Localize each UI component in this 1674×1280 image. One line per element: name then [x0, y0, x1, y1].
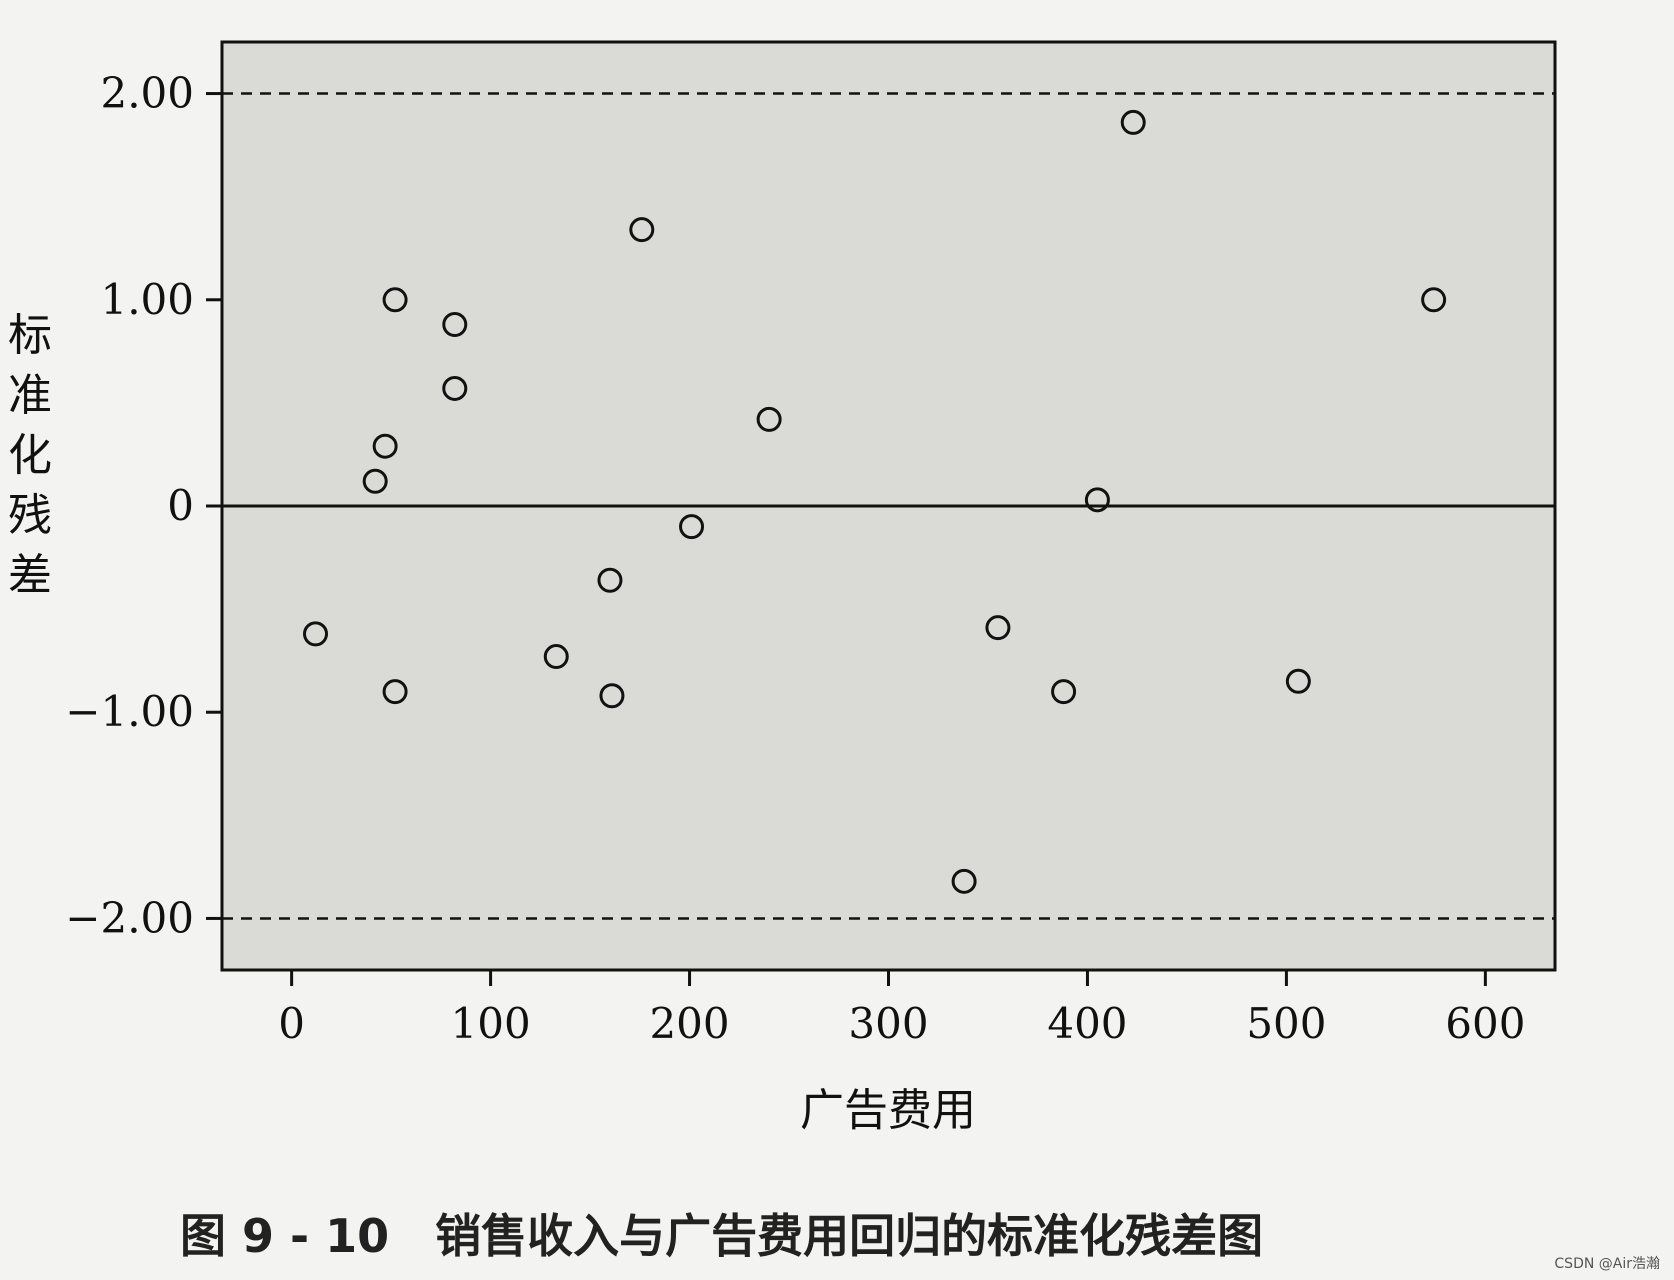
y-tick-label: −1.00 [65, 687, 194, 736]
data-point-19 [1421, 287, 1447, 313]
watermark-text: CSDN @Air浩瀚 [1554, 1256, 1660, 1272]
y-axis-title: 标准化残差 [8, 310, 52, 601]
data-point-4 [382, 679, 408, 705]
x-axis-title: 广告费用 [800, 1085, 976, 1136]
y-tick-label: 1.00 [100, 275, 194, 324]
data-points [303, 109, 1447, 894]
data-point-1 [362, 468, 388, 494]
data-point-17 [1120, 109, 1146, 135]
data-point-18 [1285, 668, 1311, 694]
y-tick-label: 0 [167, 481, 194, 530]
data-point-14 [985, 615, 1011, 641]
x-tick-label: 500 [1246, 999, 1326, 1048]
data-point-16 [1084, 487, 1110, 513]
x-tick-label: 100 [451, 999, 531, 1048]
x-axis: 0 100 200 300 400 500 600 [278, 970, 1525, 1048]
data-point-8 [597, 567, 623, 593]
data-point-0 [303, 621, 329, 647]
data-point-13 [951, 868, 977, 894]
data-point-3 [382, 287, 408, 313]
x-tick-label: 600 [1445, 999, 1525, 1048]
data-point-10 [629, 217, 655, 243]
data-point-9 [599, 683, 625, 709]
figure-caption: 图 9 - 10 销售收入与广告费用回归的标准化残差图 [180, 1209, 1263, 1263]
data-point-2 [372, 433, 398, 459]
reference-lines [222, 92, 1555, 920]
y-axis: 2.00 1.00 0 −1.00 −2.00 [65, 69, 222, 942]
data-point-7 [543, 644, 569, 670]
x-tick-label: 300 [848, 999, 928, 1048]
x-tick-label: 200 [649, 999, 729, 1048]
y-tick-label: 2.00 [100, 69, 194, 118]
data-point-11 [679, 514, 705, 540]
data-point-12 [756, 406, 782, 432]
data-point-6 [442, 375, 468, 401]
data-point-5 [442, 312, 468, 338]
x-tick-label: 0 [278, 999, 305, 1048]
data-point-15 [1051, 679, 1077, 705]
x-tick-label: 400 [1047, 999, 1127, 1048]
y-tick-label: −2.00 [65, 893, 194, 942]
